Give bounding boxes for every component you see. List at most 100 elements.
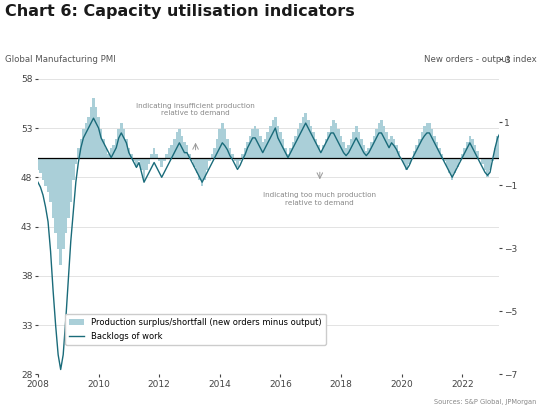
Bar <box>282 139 284 158</box>
Text: New orders - output index: New orders - output index <box>424 55 537 64</box>
Bar <box>196 158 198 173</box>
Bar <box>380 120 383 158</box>
Bar <box>443 158 446 161</box>
Bar <box>150 154 153 158</box>
Bar <box>223 129 226 158</box>
Bar <box>171 145 173 158</box>
Bar <box>431 129 433 158</box>
Bar <box>393 139 396 158</box>
Bar <box>312 132 314 158</box>
Bar <box>77 148 80 158</box>
Bar <box>370 142 373 158</box>
Bar <box>342 142 345 158</box>
Bar <box>211 154 214 158</box>
Bar <box>85 123 87 158</box>
Bar <box>72 158 75 179</box>
Bar <box>461 154 463 158</box>
Bar <box>509 142 512 158</box>
Bar <box>201 158 203 186</box>
Bar <box>203 158 206 179</box>
Bar <box>514 158 517 179</box>
Bar <box>539 123 542 158</box>
Bar <box>118 129 120 158</box>
Bar <box>251 129 254 158</box>
Bar <box>405 158 408 170</box>
Bar <box>332 120 335 158</box>
Bar <box>519 158 522 243</box>
Bar <box>448 158 451 173</box>
Bar <box>491 158 494 161</box>
Bar <box>234 158 236 161</box>
Bar <box>287 154 289 158</box>
Bar <box>160 158 163 167</box>
Bar <box>423 126 425 158</box>
Bar <box>133 158 136 161</box>
Bar <box>191 158 193 161</box>
Bar <box>360 139 363 158</box>
Bar <box>289 148 292 158</box>
Bar <box>350 139 352 158</box>
Bar <box>322 145 325 158</box>
Bar <box>54 158 57 233</box>
Bar <box>413 151 416 158</box>
Bar <box>229 148 231 158</box>
Bar <box>471 139 474 158</box>
Bar <box>334 123 337 158</box>
Bar <box>496 136 499 158</box>
Bar <box>259 136 262 158</box>
Legend: Production surplus/shortfall (new orders minus output), Backlogs of work: Production surplus/shortfall (new orders… <box>65 314 326 345</box>
Bar <box>208 158 211 161</box>
Bar <box>524 158 527 233</box>
Bar <box>188 154 191 158</box>
Bar <box>143 158 145 179</box>
Bar <box>284 148 287 158</box>
Bar <box>178 129 180 158</box>
Bar <box>474 145 476 158</box>
Bar <box>537 114 539 158</box>
Bar <box>80 139 82 158</box>
Bar <box>294 136 297 158</box>
Bar <box>314 139 317 158</box>
Bar <box>521 158 524 280</box>
Bar <box>173 139 176 158</box>
Bar <box>388 139 390 158</box>
Bar <box>267 132 269 158</box>
Bar <box>214 148 216 158</box>
Bar <box>130 154 133 158</box>
Bar <box>107 154 110 158</box>
Bar <box>463 148 466 158</box>
Bar <box>226 139 229 158</box>
Bar <box>433 136 436 158</box>
Bar <box>165 154 168 158</box>
Bar <box>256 129 259 158</box>
Text: Global Manufacturing PMI: Global Manufacturing PMI <box>5 55 116 64</box>
Bar <box>501 123 504 158</box>
Bar <box>347 145 350 158</box>
Bar <box>69 158 72 202</box>
Bar <box>44 158 47 186</box>
Bar <box>37 158 39 170</box>
Bar <box>337 129 340 158</box>
Bar <box>372 136 375 158</box>
Bar <box>532 139 534 158</box>
Bar <box>504 126 507 158</box>
Bar <box>383 126 385 158</box>
Bar <box>494 148 496 158</box>
Bar <box>481 158 484 164</box>
Bar <box>390 136 393 158</box>
Bar <box>418 139 421 158</box>
Bar <box>115 139 118 158</box>
Bar <box>67 158 69 217</box>
Bar <box>244 148 247 158</box>
Bar <box>105 148 107 158</box>
Bar <box>125 139 128 158</box>
Bar <box>42 158 44 179</box>
Bar <box>506 132 509 158</box>
Bar <box>156 154 158 158</box>
Bar <box>148 158 150 164</box>
Bar <box>365 151 367 158</box>
Bar <box>398 151 401 158</box>
Bar <box>299 123 302 158</box>
Bar <box>246 142 249 158</box>
Bar <box>176 132 178 158</box>
